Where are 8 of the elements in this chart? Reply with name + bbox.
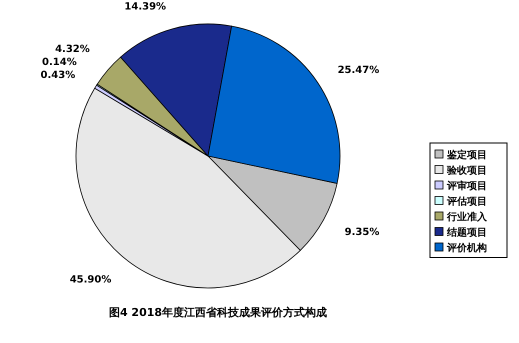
title: 图4 2018年度江西省科技成果评价方式构成 bbox=[108, 306, 328, 319]
legend-label: 鉴定项目 bbox=[447, 149, 487, 161]
legend-label: 行业准入 bbox=[446, 211, 488, 223]
legend-label: 验收项目 bbox=[446, 164, 487, 176]
legend-label: 结题项目 bbox=[446, 226, 487, 238]
legend-label: 评价机构 bbox=[446, 242, 487, 254]
legend-label: 评估项目 bbox=[446, 196, 487, 208]
legend-label: 评审项目 bbox=[446, 180, 487, 192]
